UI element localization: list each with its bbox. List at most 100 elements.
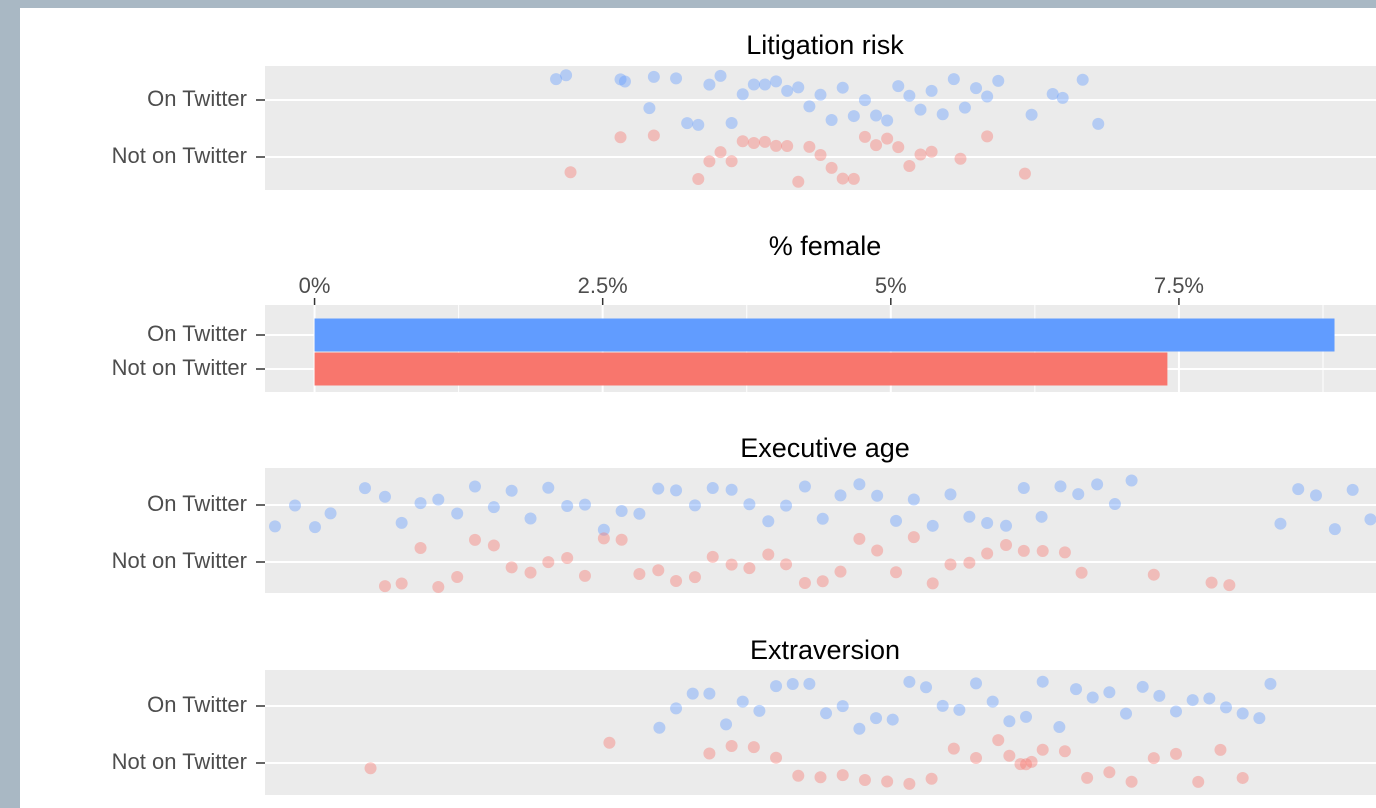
point [725, 155, 738, 168]
point [703, 747, 716, 760]
point [770, 75, 783, 88]
point [468, 480, 481, 493]
point [803, 677, 816, 690]
point [798, 480, 811, 493]
point [288, 499, 301, 512]
point [395, 577, 408, 590]
point [1236, 771, 1249, 784]
point [870, 139, 883, 152]
point [736, 695, 749, 708]
y-tick-label: On Twitter [147, 491, 247, 516]
point [670, 702, 683, 715]
point [770, 751, 783, 764]
point [1274, 517, 1287, 530]
point [780, 558, 793, 571]
point [963, 556, 976, 569]
point [970, 82, 983, 95]
point [703, 78, 716, 91]
point [643, 102, 656, 115]
point [1203, 692, 1216, 705]
point [881, 132, 894, 145]
point [925, 84, 938, 97]
point [1056, 91, 1069, 104]
point [770, 139, 783, 152]
point [743, 562, 756, 575]
point [725, 740, 738, 753]
point [1036, 544, 1049, 557]
panel-title: Litigation risk [746, 30, 904, 60]
point [564, 166, 577, 179]
point [1364, 513, 1376, 526]
point [1014, 758, 1027, 771]
point [981, 547, 994, 560]
point [762, 548, 775, 561]
point [963, 510, 976, 523]
point [597, 532, 610, 545]
point [1035, 510, 1048, 523]
point [542, 481, 555, 494]
point [890, 566, 903, 579]
point [925, 772, 938, 785]
point [1070, 683, 1083, 696]
point [505, 561, 518, 574]
point [1020, 710, 1033, 723]
point [814, 88, 827, 101]
point [836, 769, 849, 782]
point [688, 571, 701, 584]
point [1003, 715, 1016, 728]
point [706, 550, 719, 563]
point [926, 577, 939, 590]
point [714, 69, 727, 82]
point [550, 73, 563, 86]
point [936, 108, 949, 121]
point [597, 523, 610, 536]
point [647, 70, 660, 83]
point [603, 736, 616, 749]
point [1192, 775, 1205, 788]
point [958, 101, 971, 114]
point [871, 544, 884, 557]
point [524, 512, 537, 525]
point [1003, 749, 1016, 762]
point [1018, 167, 1031, 180]
point [920, 681, 933, 694]
point [953, 703, 966, 716]
y-tick-label: Not on Twitter [112, 143, 247, 168]
point [561, 552, 574, 565]
point [758, 135, 771, 148]
point [378, 490, 391, 503]
point [907, 531, 920, 544]
point [1136, 680, 1149, 693]
point [652, 564, 665, 577]
point [615, 533, 628, 546]
point [907, 493, 920, 506]
panel-title: Extraversion [750, 635, 900, 665]
panel-background [265, 468, 1376, 593]
point [561, 499, 574, 512]
point [578, 498, 591, 511]
point [1076, 73, 1089, 86]
point [871, 489, 884, 502]
point [703, 155, 716, 168]
point [432, 580, 445, 593]
point [1147, 752, 1160, 765]
point [944, 558, 957, 571]
point [720, 718, 733, 731]
point [981, 130, 994, 143]
point [981, 517, 994, 530]
point [378, 580, 391, 593]
point [358, 482, 371, 495]
point [542, 556, 555, 569]
point [825, 161, 838, 174]
y-tick-label: On Twitter [147, 692, 247, 717]
point [1103, 686, 1116, 699]
point [725, 483, 738, 496]
point [725, 117, 738, 130]
point [714, 146, 727, 159]
point [792, 81, 805, 94]
x-tick-label: 7.5% [1154, 273, 1204, 298]
x-tick-label: 0% [299, 273, 331, 298]
point [762, 515, 775, 528]
point [1058, 745, 1071, 758]
point [753, 704, 766, 717]
